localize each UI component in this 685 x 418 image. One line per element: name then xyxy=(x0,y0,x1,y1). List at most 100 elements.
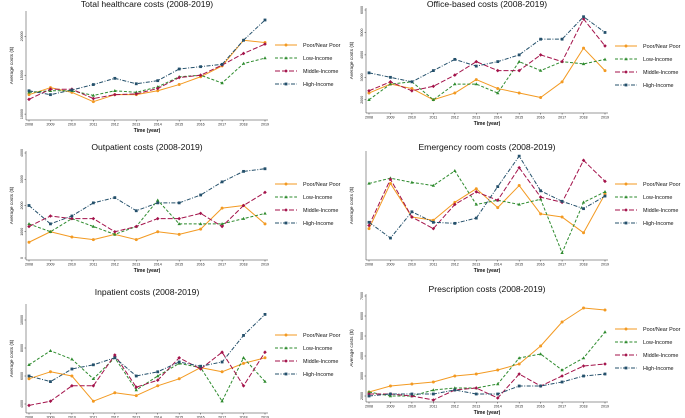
data-point xyxy=(155,86,160,91)
legend: Poor/Near Poor Low-Income Middle-Income Hig… xyxy=(615,44,681,89)
y-tick-label: 3000 xyxy=(360,73,364,81)
data-point xyxy=(48,214,53,218)
x-tick-label: 2013 xyxy=(472,116,480,120)
data-point xyxy=(134,385,139,389)
x-axis-label: Time (year) xyxy=(474,410,501,416)
data-point xyxy=(241,384,246,388)
y-axis-label: Average costs ($) xyxy=(349,329,355,367)
legend-marker xyxy=(624,83,628,87)
data-point xyxy=(113,196,117,200)
x-tick-label: 2009 xyxy=(386,116,394,120)
data-point xyxy=(263,313,267,316)
data-point xyxy=(388,82,393,86)
data-point xyxy=(70,214,74,218)
data-point xyxy=(560,374,564,378)
x-tick-label: 2014 xyxy=(494,116,502,120)
data-point xyxy=(517,184,521,188)
x-tick-label: 2018 xyxy=(240,263,248,267)
data-point xyxy=(220,370,224,374)
x-axis-label: Time (year) xyxy=(474,121,501,127)
legend-marker xyxy=(624,221,628,225)
x-tick-label: 2010 xyxy=(68,123,76,127)
legend-label: Low-Income xyxy=(303,346,332,352)
x-axis-label: Time (year) xyxy=(134,128,161,134)
y-tick-label: 10000 xyxy=(20,315,24,325)
data-point xyxy=(582,306,586,310)
data-point xyxy=(91,216,96,221)
series-line xyxy=(28,168,266,225)
data-point xyxy=(517,154,521,158)
data-point xyxy=(410,80,414,84)
data-point xyxy=(177,377,181,381)
y-axis-label: Average costs ($) xyxy=(9,46,15,84)
data-point xyxy=(388,177,393,182)
series-line xyxy=(28,350,266,402)
data-point xyxy=(198,222,203,226)
x-tick-label: 2015 xyxy=(175,416,183,418)
legend-marker xyxy=(284,333,288,337)
data-point xyxy=(539,96,543,100)
data-point xyxy=(517,202,521,206)
data-point xyxy=(388,181,392,185)
data-point xyxy=(220,224,224,229)
data-point xyxy=(70,374,74,378)
y-axis-label: Average costs ($) xyxy=(349,41,355,79)
data-point xyxy=(367,394,371,398)
data-point xyxy=(517,165,521,170)
data-point xyxy=(431,392,435,396)
y-tick-label: 15000 xyxy=(20,70,24,80)
x-tick-label: 2019 xyxy=(601,116,609,120)
data-point xyxy=(70,357,74,361)
data-point xyxy=(48,399,53,403)
legend-marker xyxy=(624,70,628,74)
x-tick-label: 2014 xyxy=(154,263,162,267)
legend-label: High-Income xyxy=(303,221,334,227)
data-point xyxy=(517,384,521,388)
data-point xyxy=(220,180,224,184)
series-2 xyxy=(27,198,267,236)
legend-label: Middle-Income xyxy=(303,359,338,365)
series-line xyxy=(368,155,606,239)
data-point xyxy=(113,92,117,97)
data-point xyxy=(27,374,31,378)
y-tick-label: 7000 xyxy=(360,292,364,300)
data-point xyxy=(517,372,521,376)
data-point xyxy=(496,382,500,386)
legend-marker xyxy=(284,182,288,186)
data-point xyxy=(453,82,457,86)
data-point xyxy=(177,83,181,87)
x-tick-label: 2017 xyxy=(558,405,566,409)
data-point xyxy=(27,377,31,381)
legend-label: Middle-Income xyxy=(303,208,338,214)
legend-marker xyxy=(284,43,288,47)
x-tick-label: 2014 xyxy=(494,405,502,409)
x-tick-label: 2018 xyxy=(580,116,588,120)
series-4 xyxy=(27,18,267,97)
data-point xyxy=(263,18,267,22)
data-point xyxy=(496,206,500,210)
series-3 xyxy=(367,17,607,93)
data-point xyxy=(367,390,371,394)
data-point xyxy=(560,199,564,203)
x-tick-label: 2018 xyxy=(580,263,588,267)
data-point xyxy=(538,68,543,72)
legend-label: Low-Income xyxy=(643,57,672,63)
data-point xyxy=(198,211,203,216)
data-point xyxy=(70,367,74,371)
chart-panel-5: Inpatient costs (2008-2019) 2008 2009 2010 2… xyxy=(9,287,341,418)
data-point xyxy=(582,46,586,50)
x-tick-label: 2008 xyxy=(25,263,33,267)
data-point xyxy=(560,37,564,41)
data-point xyxy=(27,240,31,244)
data-point xyxy=(539,384,543,388)
x-tick-label: 2010 xyxy=(408,263,416,267)
legend-marker xyxy=(284,346,288,350)
data-point xyxy=(156,230,160,234)
data-point xyxy=(70,384,74,388)
legend-label: Middle-Income xyxy=(303,69,338,75)
legend-marker xyxy=(624,44,628,48)
data-point xyxy=(560,380,564,384)
legend-marker xyxy=(284,208,288,212)
data-point xyxy=(49,93,52,97)
data-point xyxy=(70,88,74,92)
